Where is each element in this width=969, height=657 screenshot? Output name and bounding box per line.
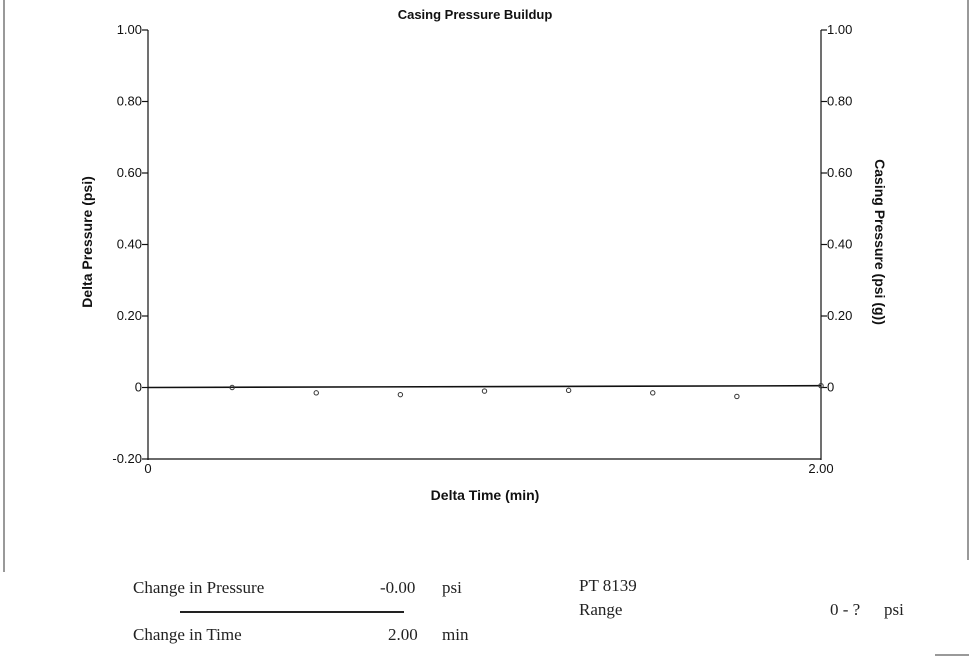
left-y-tick-label: 1.00 [117,22,142,37]
data-point [565,387,572,394]
range-unit: psi [884,600,904,619]
range-value: 0 - ? [830,600,861,619]
data-point [818,383,824,389]
range-label: Range [579,600,623,619]
right-y-tick-label: 0 [827,380,834,395]
right-y-tick-label: 0.80 [827,94,852,109]
change-pressure-value: -0.00 [380,578,416,597]
left-y-tick-label: 0.60 [117,165,142,180]
left-y-tick-label: 0.20 [117,308,142,323]
left-y-tick-label: -0.20 [112,451,142,466]
right-y-tick-label: 0.40 [827,237,852,252]
right-y-tick-label: 0.20 [827,308,852,323]
data-point [229,384,235,391]
data-point [313,390,319,396]
gauge-name: PT 8139 [579,576,637,595]
chart-title: Casing Pressure Buildup [398,7,553,22]
x-tick-label: 0 [144,461,151,476]
series-points-group [229,383,824,400]
left-y-ticks: 1.00 0.80 0.60 0.40 0.20 0 -0.20 [112,22,148,466]
change-time-label: Change in Time [133,625,242,644]
change-time-value: 2.00 [388,625,418,644]
right-y-ticks: 1.00 0.80 0.60 0.40 0.20 0 [821,22,852,395]
right-y-axis-label: Casing Pressure (psi (g)) [872,159,888,325]
series-line [147,384,822,389]
change-time-unit: min [442,625,469,644]
left-y-tick-label: 0.80 [117,94,142,109]
change-pressure-label: Change in Pressure [133,578,265,597]
right-y-tick-label: 0.60 [827,165,852,180]
x-ticks: 0 2.00 [144,461,833,476]
left-y-tick-label: 0.40 [117,237,142,252]
data-point [481,388,488,394]
right-y-tick-label: 1.00 [827,22,852,37]
left-y-axis-label: Delta Pressure (psi) [79,176,95,308]
x-axis-label: Delta Time (min) [431,487,540,503]
data-point [650,390,656,396]
left-y-tick-label: 0 [135,380,142,395]
data-point [734,393,740,400]
x-tick-label: 2.00 [808,461,833,476]
series-line-group [147,384,822,389]
data-point [397,391,404,398]
change-pressure-unit: psi [442,578,462,597]
